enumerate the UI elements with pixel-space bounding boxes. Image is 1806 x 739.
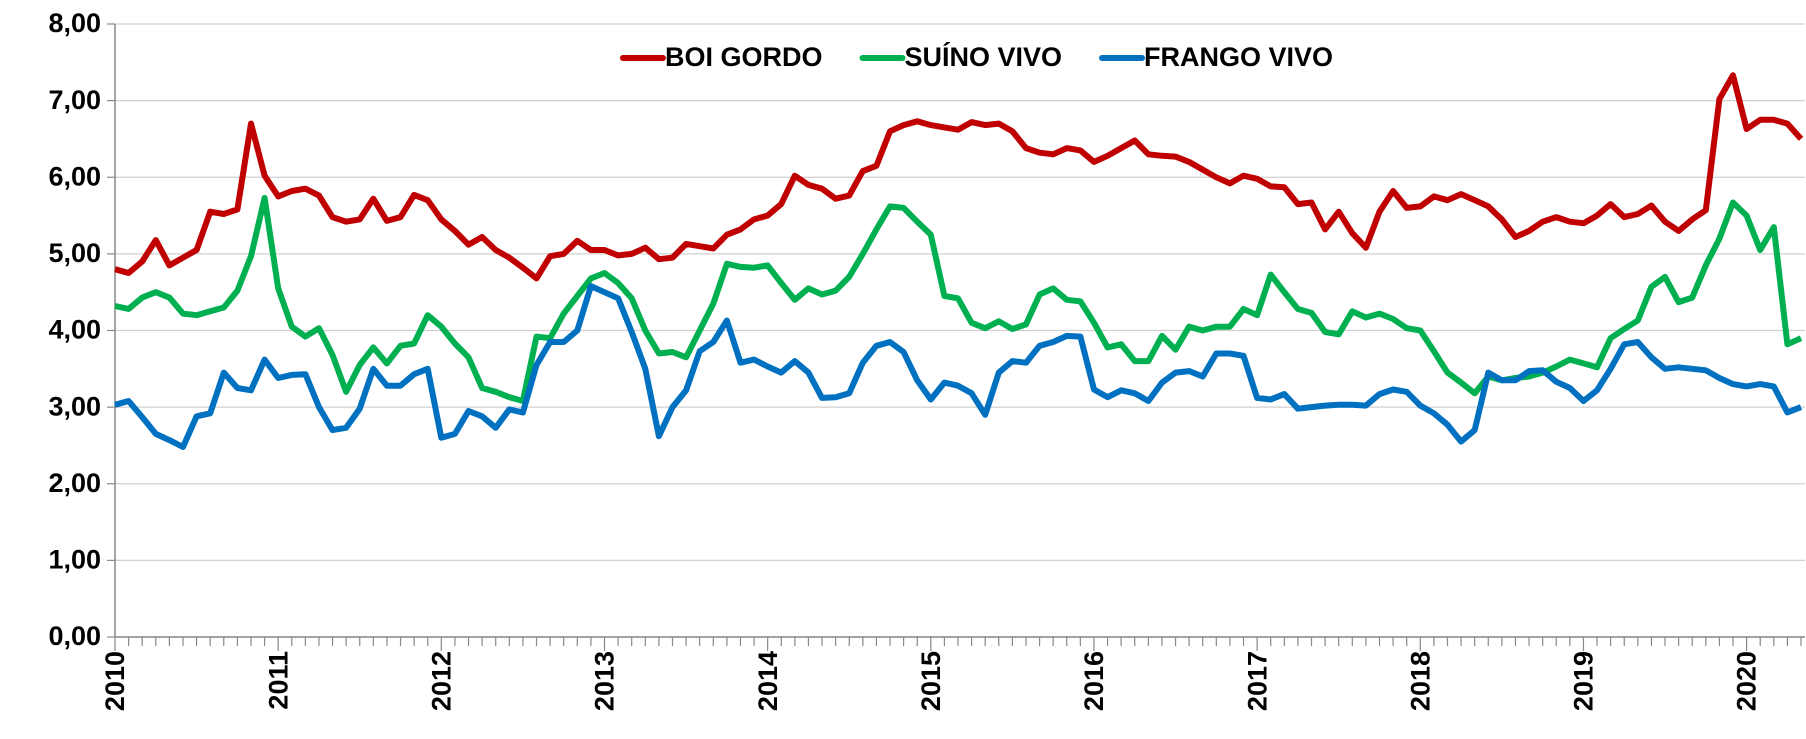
legend-label: SUÍNO VIVO — [904, 41, 1062, 72]
y-tick-label: 3,00 — [48, 391, 101, 421]
legend: BOI GORDO SUÍNO VIVO FRANGO VIVO — [619, 41, 1333, 72]
legend-item: FRANGO VIVO — [1099, 42, 1333, 72]
x-tick-label: 2014 — [753, 651, 783, 711]
y-tick-label: 6,00 — [48, 161, 101, 191]
y-tick-label: 1,00 — [48, 545, 101, 575]
y-tick-label: 4,00 — [48, 315, 101, 345]
series-line — [114, 194, 1803, 404]
x-tick-label: 2013 — [590, 651, 620, 711]
x-tick-label: 2010 — [100, 651, 130, 711]
legend-item: SUÍNO VIVO — [859, 41, 1062, 72]
y-tick-label: 8,00 — [48, 8, 101, 38]
y-tick-label: 2,00 — [48, 468, 101, 498]
y-tick-label: 0,00 — [48, 621, 101, 651]
x-tick-label: 2018 — [1405, 651, 1435, 711]
x-tick-label: 2015 — [916, 651, 946, 711]
x-tick-label: 2017 — [1242, 651, 1272, 711]
y-tick-label: 7,00 — [48, 85, 101, 115]
legend-label: FRANGO VIVO — [1144, 42, 1333, 72]
x-tick-label: 2020 — [1732, 651, 1762, 711]
legend-label: BOI GORDO — [665, 42, 823, 72]
series-line — [114, 283, 1803, 450]
y-tick-label: 5,00 — [48, 238, 101, 268]
series-line — [114, 72, 1804, 282]
x-tick-label: 2011 — [263, 651, 293, 710]
legend-item: BOI GORDO — [619, 42, 823, 72]
x-tick-label: 2016 — [1079, 651, 1109, 711]
x-tick-label: 2019 — [1569, 651, 1599, 711]
x-tick-label: 2012 — [426, 651, 456, 711]
